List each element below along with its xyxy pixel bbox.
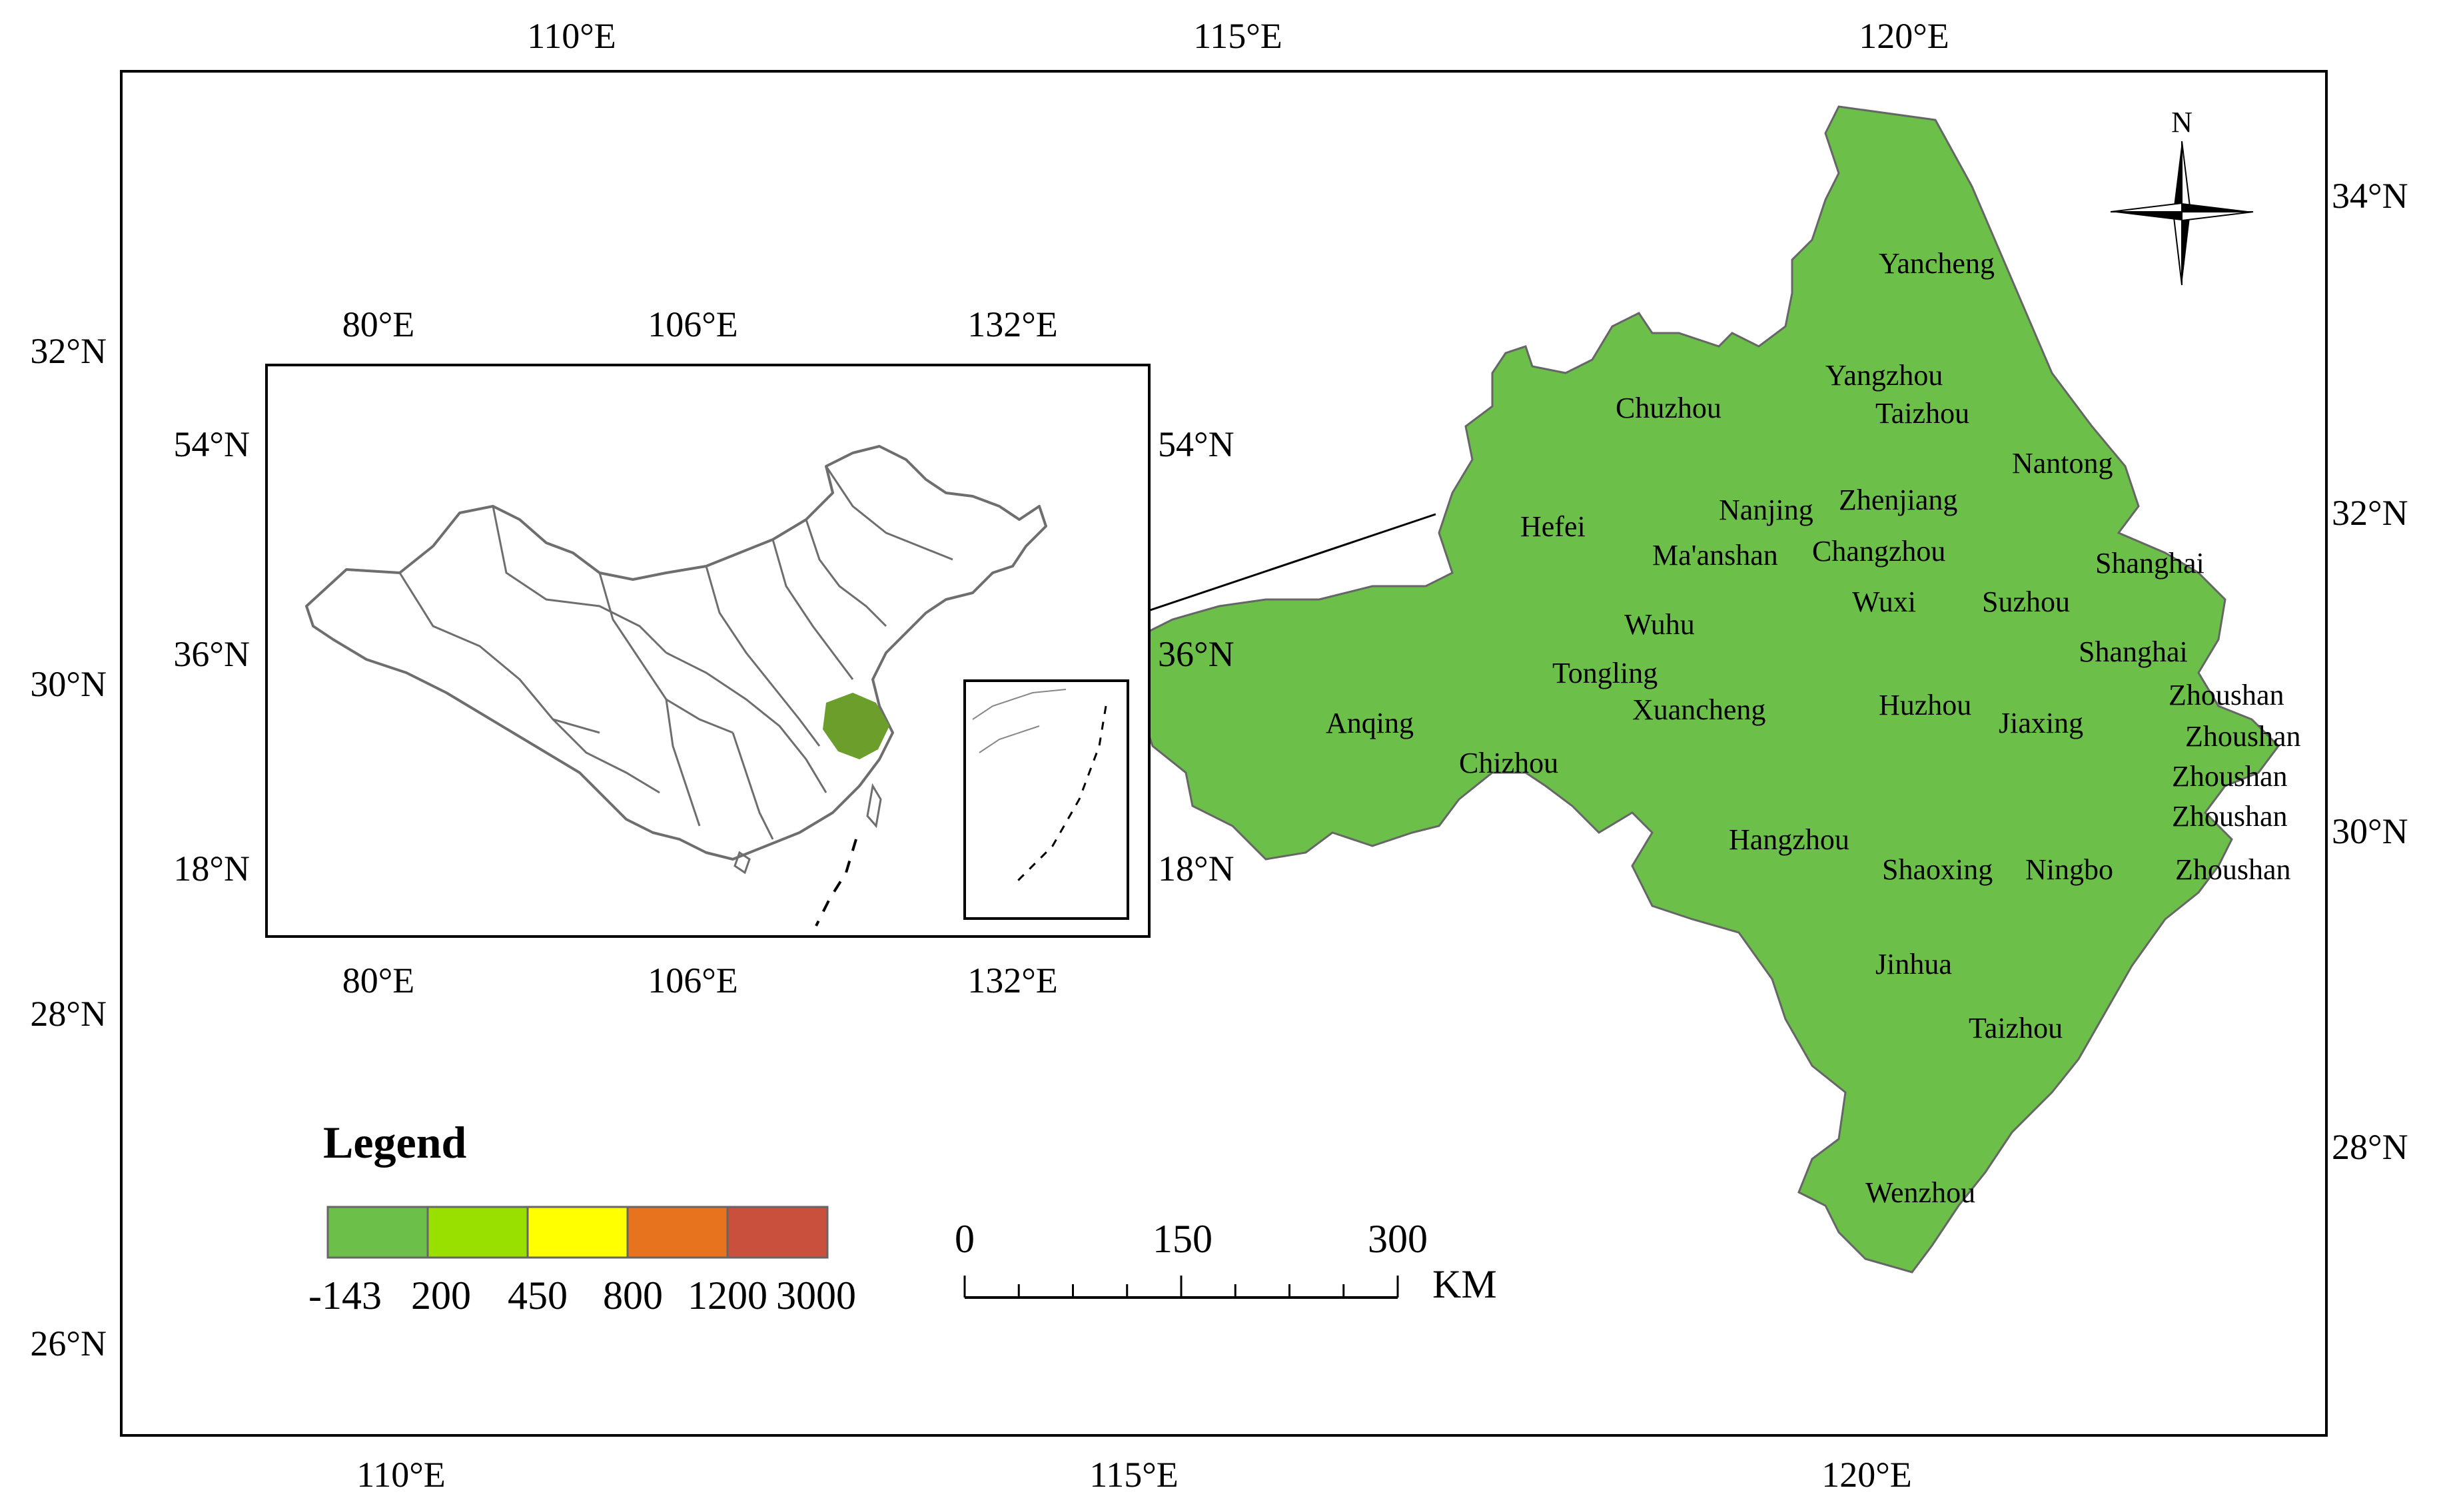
city-label: Nantong <box>2012 447 2113 480</box>
right-lat-label: 30°N <box>2332 811 2408 851</box>
bottom-lon-label: 115°E <box>1089 1455 1179 1495</box>
city-label: Ma'anshan <box>1652 539 1778 571</box>
scale-bar: 0 150 300 KM <box>955 1217 1497 1306</box>
city-label: Shaoxing <box>1882 853 1993 886</box>
city-label: Zhoushan <box>2169 679 2284 711</box>
nine-dash-line <box>815 839 857 927</box>
top-lon-label: 120°E <box>1859 16 1949 56</box>
city-label: Zhoushan <box>2172 760 2288 793</box>
sub-inset-dash-line <box>1011 705 1107 887</box>
right-lat-label: 34°N <box>2332 176 2408 216</box>
city-label: Jinhua <box>1875 948 1952 980</box>
city-label: Ningbo <box>2025 853 2113 886</box>
inset-top-lon-label: 132°E <box>967 304 1058 344</box>
city-label: Zhoushan <box>2185 720 2301 753</box>
compass-rose-icon <box>2110 141 2254 286</box>
city-label: Nanjing <box>1719 494 1813 526</box>
city-label: Zhenjiang <box>1839 484 1957 516</box>
top-lon-label: 110°E <box>527 16 616 56</box>
city-label: Shanghai <box>2079 635 2188 668</box>
city-label: Shanghai <box>2095 547 2204 579</box>
legend-swatch <box>326 1206 429 1259</box>
legend: Legend -143 200 450 800 1200 3000 <box>308 1117 856 1318</box>
city-label: Changzhou <box>1812 535 1945 567</box>
city-label: Huzhou <box>1879 689 1971 721</box>
city-label: Zhoushan <box>2175 853 2291 886</box>
inset-left-lat-label: 36°N <box>173 634 250 674</box>
scale-unit: KM <box>1432 1262 1497 1306</box>
inset-bottom-lon-label: 132°E <box>967 960 1058 1000</box>
right-lat-label: 32°N <box>2332 493 2408 533</box>
inset-study-region <box>823 693 889 759</box>
inset-right-lat-label: 36°N <box>1158 634 1234 674</box>
city-label: Tongling <box>1552 657 1658 689</box>
city-label: Zhoushan <box>2172 800 2288 833</box>
left-lat-label: 30°N <box>30 664 107 704</box>
city-label: Chizhou <box>1459 747 1558 779</box>
legend-swatch <box>626 1206 729 1259</box>
legend-break-label: 800 <box>603 1274 663 1318</box>
legend-break-label: -143 <box>308 1274 382 1318</box>
inset-top-lon-label: 106°E <box>648 304 738 344</box>
inset-top-lon-label: 80°E <box>342 304 415 344</box>
city-label: Wenzhou <box>1865 1176 1975 1209</box>
scale-label: 150 <box>1153 1217 1213 1261</box>
south-china-sea-inset <box>972 689 1067 753</box>
inset-bottom-lon-label: 80°E <box>342 960 415 1000</box>
city-label: Yancheng <box>1879 247 1995 280</box>
south-china-sea-inset-frame <box>963 679 1129 920</box>
left-lat-label: 32°N <box>30 331 107 371</box>
left-lat-label: 26°N <box>30 1323 107 1363</box>
bottom-lon-label: 120°E <box>1821 1455 1912 1495</box>
city-label: Hangzhou <box>1729 823 1849 856</box>
top-lon-label: 115°E <box>1193 16 1282 56</box>
legend-breaks: -143 200 450 800 1200 3000 <box>308 1274 856 1318</box>
city-label: Xuancheng <box>1632 693 1765 726</box>
north-arrow: N <box>2110 106 2254 286</box>
left-lat-label: 28°N <box>30 994 107 1034</box>
city-label: Hefei <box>1520 510 1586 543</box>
inset-right-lat-label: 18°N <box>1158 849 1234 889</box>
city-label: Taizhou <box>1875 397 1969 430</box>
china-outline <box>305 445 1047 861</box>
inset-islands <box>734 783 882 875</box>
scale-label: 300 <box>1368 1217 1428 1261</box>
main-map-frame <box>120 70 2328 1437</box>
legend-break-label: 450 <box>508 1274 568 1318</box>
city-label: Wuhu <box>1624 608 1695 641</box>
city-label: Wuxi <box>1852 585 1916 618</box>
legend-title: Legend <box>323 1117 467 1168</box>
city-label: Chuzhou <box>1616 392 1721 424</box>
inset-left-lat-label: 18°N <box>173 849 250 889</box>
study-region <box>1118 105 2280 1274</box>
legend-swatch <box>726 1206 829 1259</box>
legend-break-label: 200 <box>411 1274 471 1318</box>
scale-label: 0 <box>955 1217 975 1261</box>
bottom-lon-label: 110°E <box>356 1455 446 1495</box>
province-boundaries <box>398 466 953 840</box>
legend-swatch <box>426 1206 529 1259</box>
city-label: Suzhou <box>1982 585 2070 618</box>
legend-break-label: 1200 <box>688 1274 767 1318</box>
city-label: Jiaxing <box>1999 707 2083 739</box>
right-lat-label: 28°N <box>2332 1127 2408 1167</box>
inset-right-lat-label: 54°N <box>1158 424 1234 464</box>
legend-swatches <box>326 1206 829 1259</box>
inset-left-lat-label: 54°N <box>173 424 250 464</box>
scale-ticks <box>963 1276 1399 1298</box>
legend-swatch <box>526 1206 629 1259</box>
city-label: Taizhou <box>1969 1012 2063 1044</box>
legend-break-label: 3000 <box>776 1274 856 1318</box>
city-label: Yangzhou <box>1825 359 1943 392</box>
inset-map: 80°E 106°E 132°E 80°E 106°E 132°E 54°N 3… <box>173 304 1234 1000</box>
city-label: Anqing <box>1326 707 1414 739</box>
inset-bottom-lon-label: 106°E <box>648 960 738 1000</box>
north-label: N <box>2171 106 2193 139</box>
